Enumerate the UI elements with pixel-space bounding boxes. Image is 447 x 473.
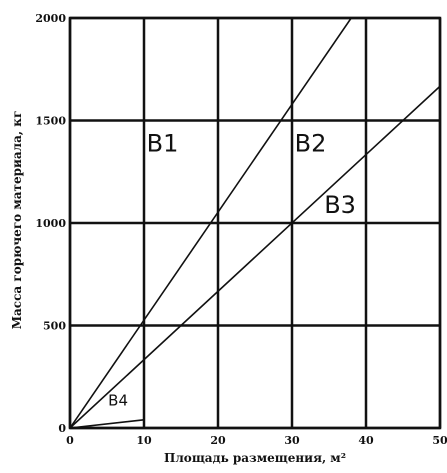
chart-lines	[70, 18, 440, 428]
y-tick-label-3: 1500	[35, 115, 66, 128]
plot-frame	[68, 16, 442, 430]
grid	[68, 16, 442, 430]
x-tick-label-1: 10	[136, 434, 152, 447]
x-tick-label-4: 40	[358, 434, 374, 447]
x-axis-label: Площадь размещения, м²	[164, 451, 346, 465]
boundary-line-2	[70, 85, 440, 428]
y-tick-label-1: 500	[43, 320, 66, 333]
boundary-line-1	[70, 18, 352, 428]
x-tick-label-2: 20	[210, 434, 226, 447]
y-tick-label-0: 0	[58, 422, 66, 435]
x-tick-label-0: 0	[66, 434, 74, 447]
x-tick-label-3: 30	[284, 434, 300, 447]
region-label-2: В2	[295, 129, 327, 157]
region-labels: В1 В2 В3 В4	[108, 129, 356, 409]
region-label-1: В1	[147, 129, 179, 157]
y-tick-label-4: 2000	[35, 12, 66, 25]
y-tick-label-2: 1000	[35, 217, 66, 230]
x-tick-label-5: 50	[432, 434, 447, 447]
region-label-3: В3	[324, 191, 356, 219]
region-label-4: В4	[108, 391, 128, 409]
boundary-line-b4	[70, 418, 145, 428]
y-axis-label: Масса горючего материала, кг	[10, 111, 24, 330]
